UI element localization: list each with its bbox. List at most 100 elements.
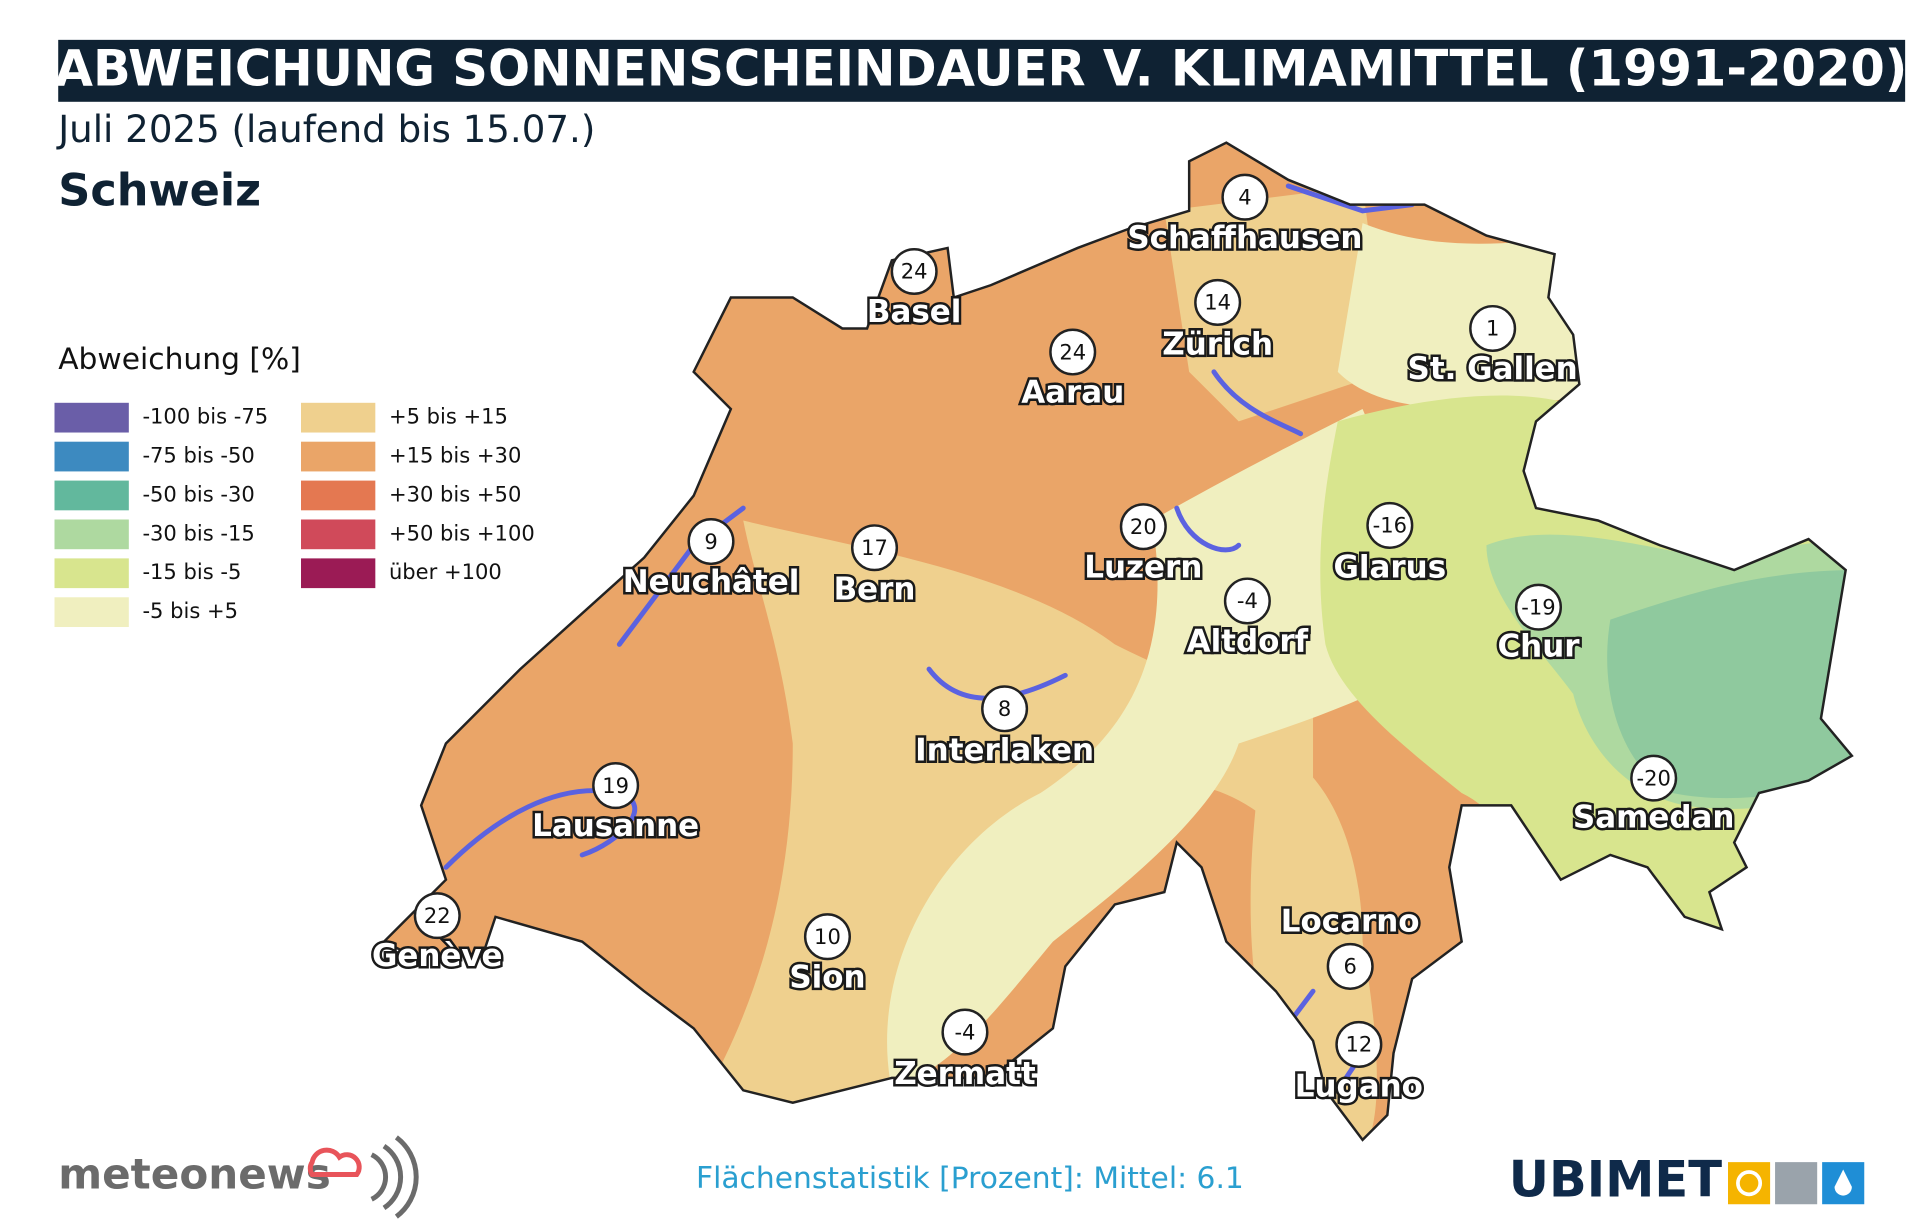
city-value: 14 <box>1204 290 1231 315</box>
city-name: Aarau <box>1021 375 1124 411</box>
area-statistic: Flächenstatistik [Prozent]: Mittel: 6.1 <box>696 1161 1244 1196</box>
city-name: Bern <box>834 572 916 608</box>
legend-label: -75 bis -50 <box>142 443 254 468</box>
map <box>384 142 1852 1140</box>
city-value: 22 <box>424 903 451 928</box>
legend-swatch <box>301 480 376 511</box>
city-value: 10 <box>814 924 841 949</box>
city-name: Lausanne <box>532 808 699 844</box>
legend-title: Abweichung [%] <box>58 342 301 377</box>
city-name: Locarno <box>1281 904 1420 940</box>
city-name: Zürich <box>1162 326 1273 362</box>
city-value: -4 <box>1237 588 1258 613</box>
city-marker <box>1049 328 1097 376</box>
legend-swatch <box>54 402 129 433</box>
city-marker <box>1119 503 1167 551</box>
legend-swatch <box>301 519 376 550</box>
city-name: Lugano <box>1295 1068 1423 1104</box>
city-value: 12 <box>1345 1032 1372 1057</box>
city-marker <box>850 524 899 572</box>
city-value: -19 <box>1521 594 1555 619</box>
legend-label: -50 bis -30 <box>142 481 254 506</box>
city-marker <box>1514 583 1563 631</box>
city-marker <box>1335 1020 1383 1068</box>
city-value: -4 <box>954 1019 975 1044</box>
logo-icon <box>1736 1170 1763 1197</box>
zone <box>887 408 1462 1091</box>
zone <box>1337 223 1586 408</box>
legend-label: -30 bis -15 <box>142 520 254 545</box>
legend-swatch <box>54 480 129 511</box>
city-marker <box>981 685 1029 733</box>
city-marker <box>687 518 735 566</box>
city-value: 19 <box>602 773 629 798</box>
city-value: 1 <box>1486 316 1499 341</box>
legend-swatch <box>54 597 129 628</box>
title-bar <box>58 39 1906 102</box>
city-value: 20 <box>1130 514 1157 539</box>
logo-icon <box>1775 1162 1818 1205</box>
legend-swatch <box>54 441 129 472</box>
zone <box>1164 186 1388 422</box>
city-marker <box>413 892 461 940</box>
city-marker <box>1469 304 1517 353</box>
legend-swatch <box>301 558 376 589</box>
city-name: Neuchâtel <box>623 564 800 600</box>
city-marker <box>803 913 851 961</box>
subtitle: Juli 2025 (laufend bis 15.07.) <box>56 108 595 151</box>
legend-label: +15 bis +30 <box>389 443 521 468</box>
city-value: -20 <box>1636 765 1670 790</box>
legend-swatch <box>301 402 376 433</box>
city-marker <box>1194 278 1242 326</box>
city-value: 6 <box>1343 954 1356 979</box>
legend-label: +30 bis +50 <box>389 481 521 506</box>
city-name: Interlaken <box>915 733 1094 769</box>
city-value: 24 <box>901 259 928 284</box>
city-value: -16 <box>1373 513 1407 538</box>
legend-label: -15 bis -5 <box>142 559 241 584</box>
cities: 4 Schaffhausen 24 Basel 14 Zürich 1 St. Gallen 2… <box>369 173 1737 1107</box>
city-name: Basel <box>867 294 962 330</box>
city-marker <box>1630 754 1678 802</box>
city-name: Glarus <box>1334 549 1447 585</box>
legend-label: über +100 <box>389 559 502 584</box>
city-marker <box>1326 942 1374 990</box>
city-value: 4 <box>1238 184 1251 209</box>
city-marker <box>941 1008 989 1056</box>
city-name: Zermatt <box>894 1056 1036 1092</box>
title: ABWEICHUNG SONNENSCHEINDAUER V. KLIMAMIT… <box>55 40 1908 98</box>
logo-icon <box>1728 1162 1771 1205</box>
legend-swatch <box>54 519 129 550</box>
city-name: Samedan <box>1573 800 1735 836</box>
zone <box>1607 570 1852 799</box>
legend-label: +5 bis +15 <box>389 404 508 429</box>
city-name: Chur <box>1497 629 1580 665</box>
legend-label: +50 bis +100 <box>389 520 535 545</box>
city-name: Genève <box>372 938 503 974</box>
legend-swatch <box>301 441 376 472</box>
city-name: Sion <box>789 959 865 995</box>
legend-label: -100 bis -75 <box>142 404 268 429</box>
city-marker <box>1223 577 1271 625</box>
city-name: St. Gallen <box>1408 351 1578 387</box>
city-marker <box>592 762 640 810</box>
legend: Abweichung [%] -100 bis -75 -75 bis -50 -5… <box>54 342 535 628</box>
region: Schweiz <box>58 164 261 216</box>
logo-icon <box>1834 1169 1852 1196</box>
city-value: 24 <box>1059 339 1086 364</box>
city-value: 9 <box>704 529 717 554</box>
city-marker <box>1221 173 1269 221</box>
city-value: 17 <box>861 535 888 560</box>
city-marker <box>890 247 938 296</box>
logo-waves <box>370 1135 419 1219</box>
city-marker <box>1366 501 1414 549</box>
logo-cloud <box>307 1147 362 1177</box>
legend-swatch <box>54 558 129 589</box>
city-name: Luzern <box>1084 549 1202 585</box>
city-value: 8 <box>998 696 1011 721</box>
city-name: Altdorf <box>1187 624 1309 660</box>
legend-label: -5 bis +5 <box>142 598 238 623</box>
logo-right: UBIMET <box>1509 1151 1723 1209</box>
